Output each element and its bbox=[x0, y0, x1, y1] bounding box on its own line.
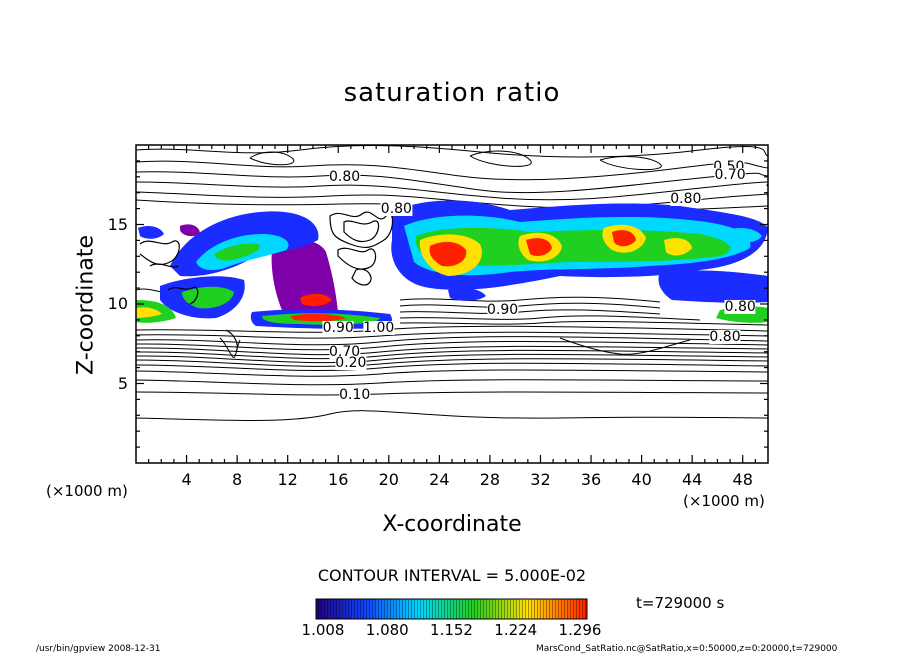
chart-title: saturation ratio bbox=[343, 78, 561, 108]
footer-right: MarsCond_SatRatio.nc@SatRatio,x=0:50000,… bbox=[536, 644, 838, 654]
x-tick-label: 8 bbox=[232, 470, 243, 489]
colorbar-tick-label: 1.080 bbox=[365, 621, 409, 639]
z-axis-unit: (×1000 m) bbox=[46, 482, 128, 500]
x-tick-label: 20 bbox=[378, 470, 399, 489]
supersaturation-regions bbox=[136, 200, 768, 329]
contour-label: 0.90 bbox=[486, 302, 519, 319]
x-tick-label: 4 bbox=[181, 470, 192, 489]
contour-label: 0.10 bbox=[339, 386, 371, 403]
x-tick-label: 36 bbox=[580, 470, 602, 489]
x-tick-label: 28 bbox=[479, 470, 501, 489]
colorbar-tick-label: 1.008 bbox=[301, 621, 345, 639]
x-axis-label: X-coordinate bbox=[382, 512, 522, 537]
x-tick-label: 16 bbox=[328, 470, 349, 489]
x-tick-label: 32 bbox=[530, 470, 551, 489]
x-tick-label: 48 bbox=[732, 470, 753, 489]
colorbar-tick-label: 1.152 bbox=[430, 621, 473, 639]
contour-label: 0.70 bbox=[328, 343, 361, 360]
x-tick-label: 40 bbox=[631, 470, 652, 489]
y-axis-label: Z-coordinate bbox=[73, 235, 99, 375]
mountain-contours bbox=[139, 211, 394, 353]
cloud-band-right bbox=[658, 270, 768, 303]
colorbar bbox=[315, 598, 588, 620]
footer-left: /usr/bin/gpview 2008-12-31 bbox=[36, 644, 161, 654]
contour-label: 0.80 bbox=[709, 329, 741, 346]
axis-ticks bbox=[136, 145, 768, 463]
time-stamp: t=729000 s bbox=[636, 594, 725, 612]
x-tick-label: 12 bbox=[277, 470, 298, 489]
y-tick-label: 5 bbox=[117, 373, 128, 393]
contour-interval: CONTOUR INTERVAL = 5.000E-02 bbox=[317, 566, 587, 585]
contour-label: 0.20 bbox=[335, 354, 367, 371]
contour-label: 0.80 bbox=[670, 191, 702, 208]
y-tick-label: 10 bbox=[107, 294, 128, 313]
x-tick-label: 44 bbox=[681, 470, 703, 489]
contour-label: 0.70 bbox=[714, 167, 746, 184]
contour-label: 0.80 bbox=[328, 168, 361, 185]
contour-label: 1.00 bbox=[363, 319, 395, 336]
x-tick-label: 24 bbox=[429, 470, 450, 489]
contour-label: 0.90 bbox=[322, 319, 354, 336]
x-axis-unit: (×1000 m) bbox=[683, 492, 765, 510]
contour-lines-lower bbox=[136, 325, 768, 421]
contour-label: 0.80 bbox=[380, 200, 412, 217]
y-tick-label: 15 bbox=[107, 214, 128, 234]
colorbar-tick-label: 1.224 bbox=[494, 621, 538, 639]
colorbar-tick-label: 1.296 bbox=[558, 621, 602, 639]
contour-label: 0.80 bbox=[724, 299, 756, 316]
